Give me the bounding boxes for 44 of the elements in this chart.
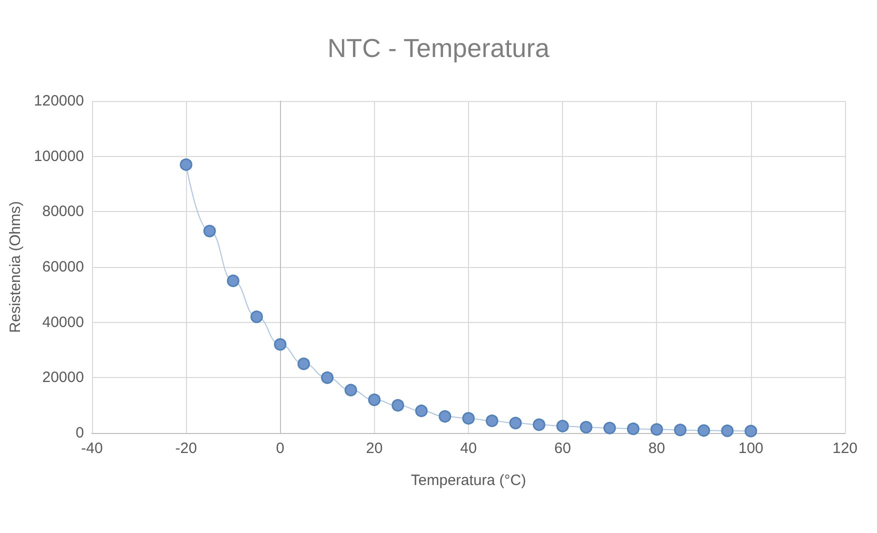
x-tick-label: 120 bbox=[832, 440, 858, 457]
point bbox=[603, 422, 616, 434]
x-axis-title: Temperatura (°C) bbox=[410, 472, 526, 489]
y-tick-label: 100000 bbox=[34, 148, 84, 165]
point bbox=[462, 412, 475, 425]
y-tick-label: 40000 bbox=[42, 314, 84, 331]
x-tick-label: 80 bbox=[648, 440, 666, 457]
point bbox=[344, 384, 358, 396]
x-tick-label: 20 bbox=[366, 440, 383, 457]
point bbox=[274, 338, 286, 351]
x-tick-label: -20 bbox=[175, 440, 197, 457]
x-tick-label: -40 bbox=[81, 440, 103, 457]
point bbox=[509, 416, 522, 430]
point bbox=[580, 420, 592, 434]
point bbox=[226, 274, 240, 288]
point bbox=[744, 424, 758, 438]
y-tick-label: 20000 bbox=[42, 369, 84, 386]
y-tick-label: 60000 bbox=[42, 258, 84, 276]
point bbox=[626, 422, 640, 436]
point bbox=[321, 371, 334, 384]
point bbox=[203, 224, 216, 238]
y-tick-label: 120000 bbox=[34, 92, 84, 110]
point bbox=[250, 310, 263, 324]
chart-title: NTC - Temperatura bbox=[327, 33, 550, 63]
y-tick-label: 0 bbox=[76, 424, 84, 442]
point bbox=[532, 418, 546, 431]
point bbox=[368, 394, 381, 406]
point bbox=[392, 399, 404, 412]
point bbox=[650, 423, 663, 436]
point bbox=[556, 420, 569, 432]
x-tick-label: 100 bbox=[738, 440, 764, 457]
x-tick-label: 60 bbox=[554, 440, 571, 457]
x-tick-label: 40 bbox=[460, 440, 477, 457]
y-axis-title: Resistencia (Ohms) bbox=[7, 201, 24, 333]
point bbox=[486, 414, 498, 428]
point bbox=[180, 158, 192, 171]
point bbox=[698, 424, 710, 437]
point bbox=[674, 424, 687, 436]
y-tick-label: 80000 bbox=[42, 203, 84, 220]
x-tick-label: 0 bbox=[276, 440, 284, 457]
point bbox=[721, 424, 734, 438]
point bbox=[415, 404, 428, 418]
point bbox=[438, 410, 452, 423]
point bbox=[298, 358, 310, 370]
